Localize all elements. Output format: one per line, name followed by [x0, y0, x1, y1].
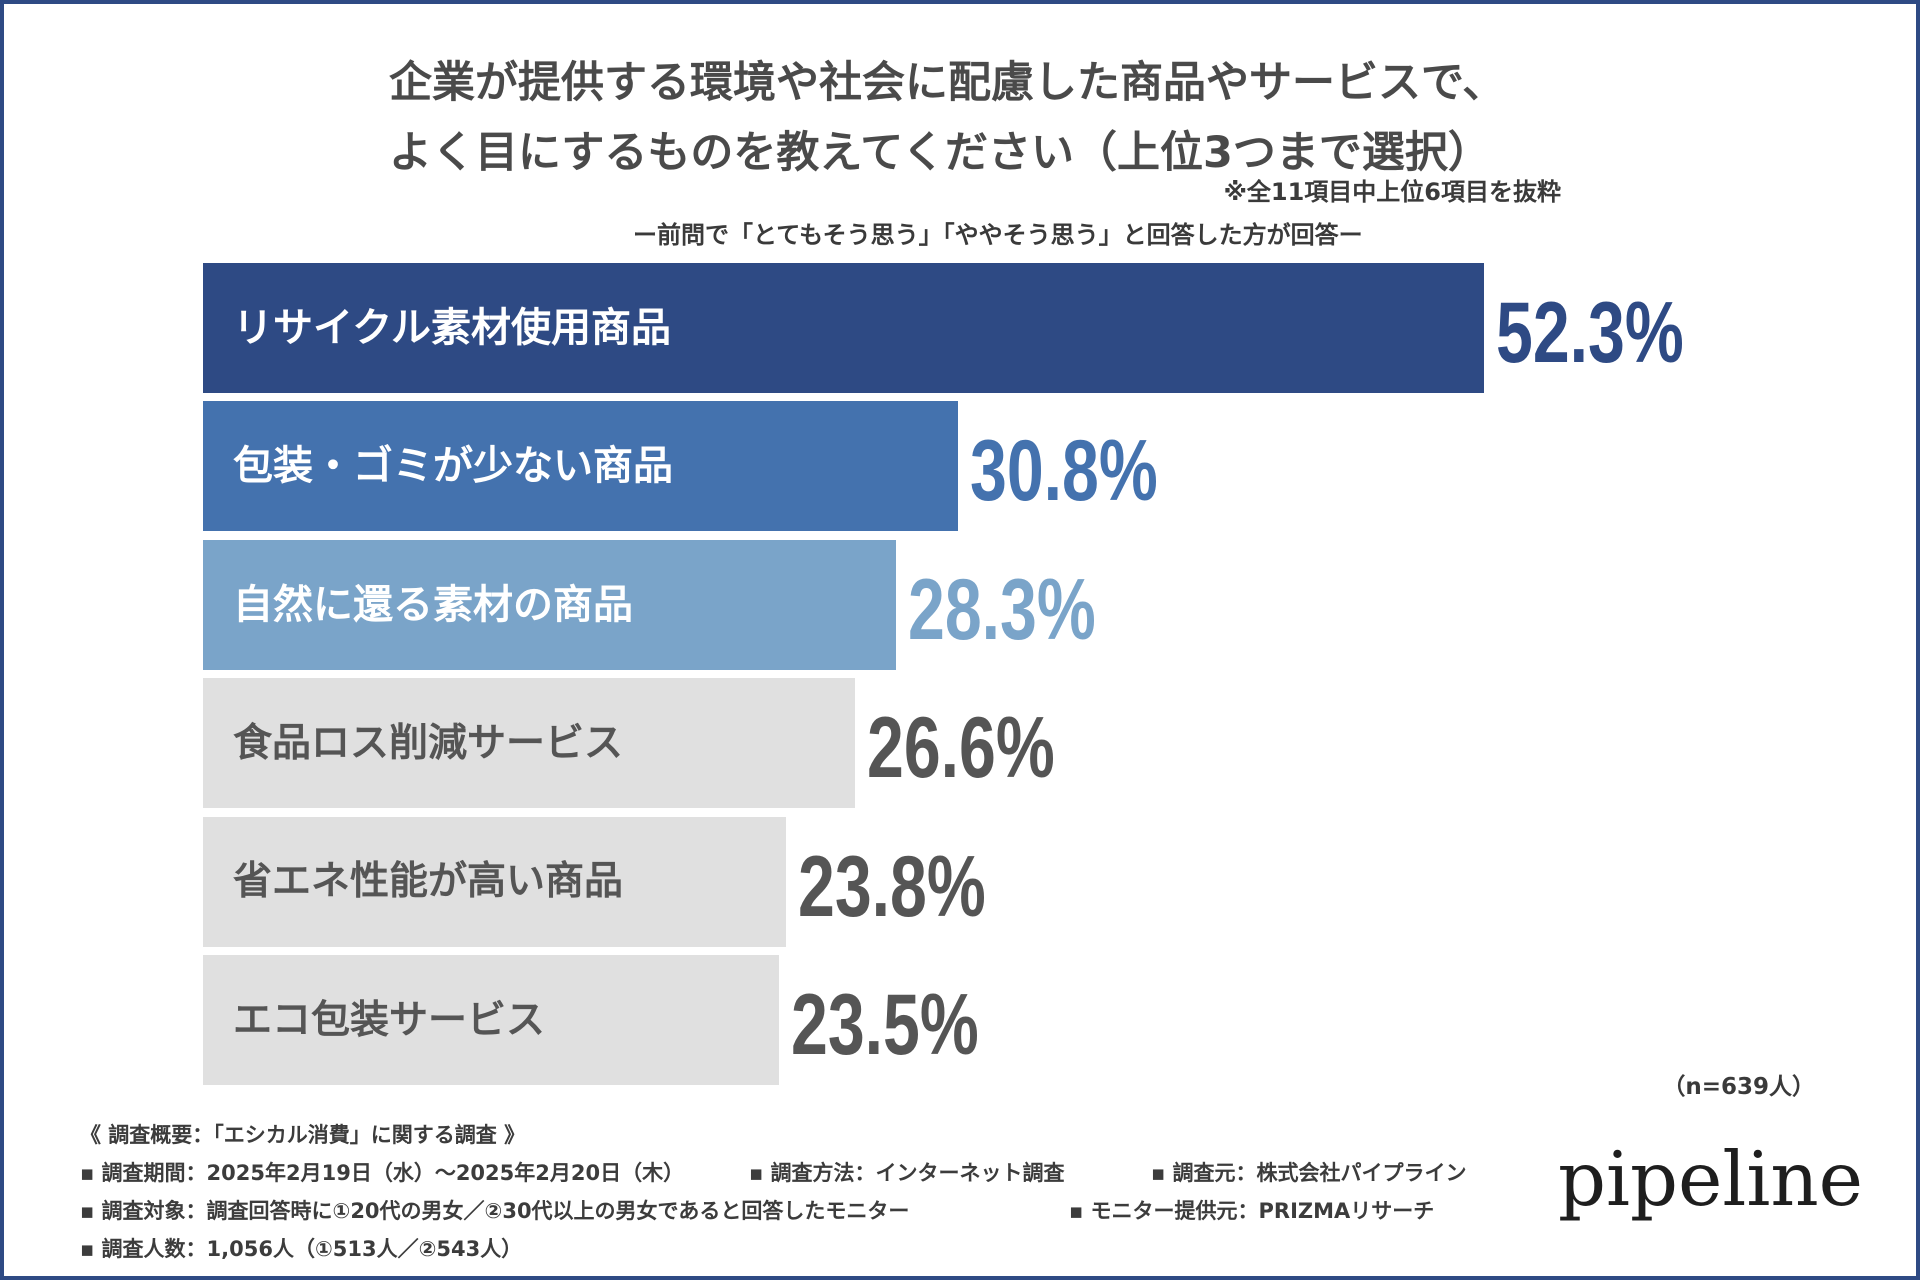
value-label-1: 52.3% [1496, 263, 1740, 393]
chart-bar-5: 省エネ性能が高い商品 [203, 816, 787, 947]
bar-label-2: 包装・ゴミが少ない商品 [233, 443, 673, 490]
survey-target: ▪ 調査対象：調査回答時に①20代の男女／②30代以上の男女であると回答したモニ… [80, 1199, 910, 1223]
value-label-2: 30.8% [970, 401, 1214, 531]
chart-bar-1: リサイクル素材使用商品 [203, 263, 1485, 393]
monitor-provider: ▪ モニター提供元：PRIZMAリサーチ [1069, 1199, 1435, 1223]
bar-label-6: エコ包装サービス [233, 997, 546, 1043]
chart-bar-4: 食品ロス削減サービス [203, 678, 855, 809]
survey-respondents: ▪ 調査人数：1,056人（①513人／②543人） [80, 1237, 523, 1261]
bar-label-1: リサイクル素材使用商品 [233, 305, 671, 351]
bar-label-4: 食品ロス削減サービス [233, 720, 624, 766]
chart-bar-3: 自然に還る素材の商品 [203, 539, 897, 670]
value-text-2: 30.8% [969, 423, 1158, 520]
chart-subtitle: ー前問で「とてもそう思う」「ややそう思う」と回答した方が回答ー [633, 221, 1363, 249]
excerpt-note: ※全11項目中上位6項目を抜粋 [1223, 178, 1561, 206]
value-label-5: 23.8% [798, 817, 1042, 947]
pipeline-logo: pipeline [1558, 1135, 1864, 1223]
value-text-5: 23.8% [798, 838, 986, 935]
bar-label-3: 自然に還る素材の商品 [233, 581, 633, 628]
survey-method: ▪ 調査方法：インターネット調査 [749, 1161, 1065, 1185]
survey-overview-heading: 《 調査概要：「エシカル消費」に関する調査 》 [80, 1123, 526, 1147]
survey-period: ▪ 調査期間：2025年2月19日（水）〜2025年2月20日（木） [80, 1161, 685, 1185]
value-label-6: 23.5% [791, 955, 1035, 1085]
chart-title: 企業が提供する環境や社会に配慮した商品やサービスで、 よく目にするものを教えてく… [389, 48, 1505, 188]
value-text-6: 23.5% [790, 977, 979, 1073]
chart-title-line-2: よく目にするものを教えてください（上位3つまで選択） [389, 128, 1491, 178]
value-label-4: 26.6% [867, 678, 1111, 808]
bar-label-5: 省エネ性能が高い商品 [233, 859, 624, 905]
value-text-1: 52.3% [1496, 285, 1685, 381]
chart-bar-2: 包装・ゴミが少ない商品 [203, 401, 958, 532]
chart-title-line-1: 企業が提供する環境や社会に配慮した商品やサービスで、 [389, 58, 1506, 108]
chart-bar-6: エコ包装サービス [203, 955, 779, 1085]
survey-source: ▪ 調査元：株式会社パイプライン [1151, 1161, 1467, 1185]
value-text-3: 28.3% [908, 561, 1097, 658]
sample-size-label: （n=639人） [1662, 1074, 1815, 1100]
value-text-4: 26.6% [866, 700, 1055, 797]
value-label-3: 28.3% [908, 540, 1152, 670]
